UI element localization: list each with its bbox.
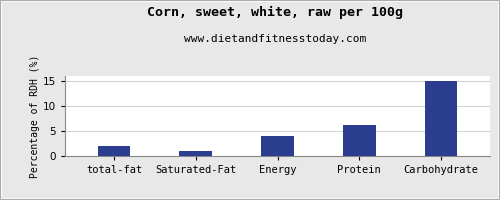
Bar bbox=[343, 124, 376, 156]
Bar bbox=[98, 146, 130, 156]
Bar bbox=[180, 151, 212, 156]
Bar bbox=[424, 81, 458, 156]
Y-axis label: Percentage of RDH (%): Percentage of RDH (%) bbox=[30, 54, 40, 178]
Bar bbox=[261, 136, 294, 156]
Text: Corn, sweet, white, raw per 100g: Corn, sweet, white, raw per 100g bbox=[147, 6, 403, 19]
Text: www.dietandfitnesstoday.com: www.dietandfitnesstoday.com bbox=[184, 34, 366, 44]
